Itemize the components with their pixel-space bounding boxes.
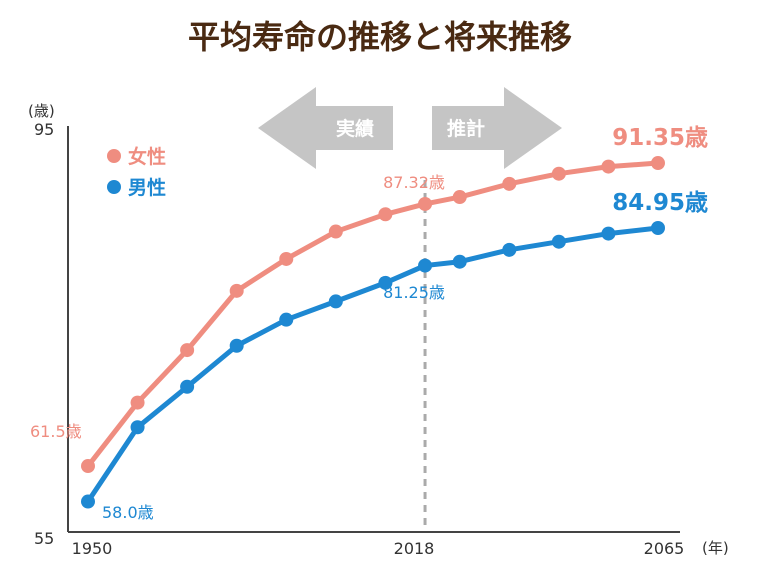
point-female-11 [601, 159, 616, 174]
label-male-start: 58.0歳 [102, 503, 154, 522]
actual-label: 実績 [336, 117, 374, 140]
point-male-5 [328, 294, 343, 309]
label-female-2018: 87.32歳 [383, 173, 445, 192]
projection-label: 推計 [447, 117, 485, 140]
point-male-6 [378, 275, 393, 290]
point-female-9 [502, 176, 517, 191]
point-female-1 [130, 395, 145, 410]
point-male-3 [229, 338, 244, 353]
series-line-female [86, 160, 659, 468]
x-tick-1950: 1950 [72, 539, 113, 558]
legend: 女性 男性 [107, 145, 166, 199]
point-female-12 [651, 156, 665, 171]
point-male-8 [452, 254, 467, 269]
point-male-11 [601, 226, 616, 241]
label-male-2018: 81.25歳 [383, 283, 445, 302]
label-female-end: 91.35歳 [612, 125, 708, 151]
label-female-start: 61.5歳 [30, 422, 82, 441]
label-male-end: 84.95歳 [612, 190, 708, 216]
legend-male-label: 男性 [128, 176, 166, 199]
y-tick-95: 95 [34, 120, 54, 139]
y-tick-55: 55 [34, 529, 54, 548]
point-female-6 [378, 207, 393, 222]
right-arrow-icon [432, 87, 562, 169]
point-female-0 [81, 459, 95, 474]
legend-male-marker [107, 180, 121, 194]
point-female-7 [418, 196, 433, 211]
y-axis-unit: (歳) [28, 102, 55, 120]
point-male-0 [81, 494, 95, 509]
legend-female-marker [107, 149, 121, 163]
point-male-12 [651, 221, 665, 236]
point-female-4 [279, 251, 294, 266]
point-male-2 [180, 379, 195, 394]
point-male-10 [551, 234, 566, 249]
chart-title: 平均寿命の推移と将来推移 [188, 18, 572, 56]
left-arrow-icon [258, 87, 393, 169]
x-axis-unit: (年) [702, 539, 729, 557]
point-female-8 [452, 190, 467, 205]
projection-arrow: 推計 [432, 87, 562, 169]
actual-arrow: 実績 [258, 87, 393, 169]
point-female-10 [551, 166, 566, 181]
point-female-5 [328, 224, 343, 239]
point-male-4 [279, 312, 294, 327]
series-layer [81, 156, 665, 509]
point-male-9 [502, 242, 517, 257]
point-male-7 [418, 258, 433, 273]
point-female-2 [180, 343, 195, 358]
point-male-1 [130, 420, 145, 435]
x-tick-2065: 2065 [644, 539, 685, 558]
x-tick-2018: 2018 [394, 539, 435, 558]
legend-female-label: 女性 [128, 145, 166, 168]
point-female-3 [229, 283, 244, 298]
